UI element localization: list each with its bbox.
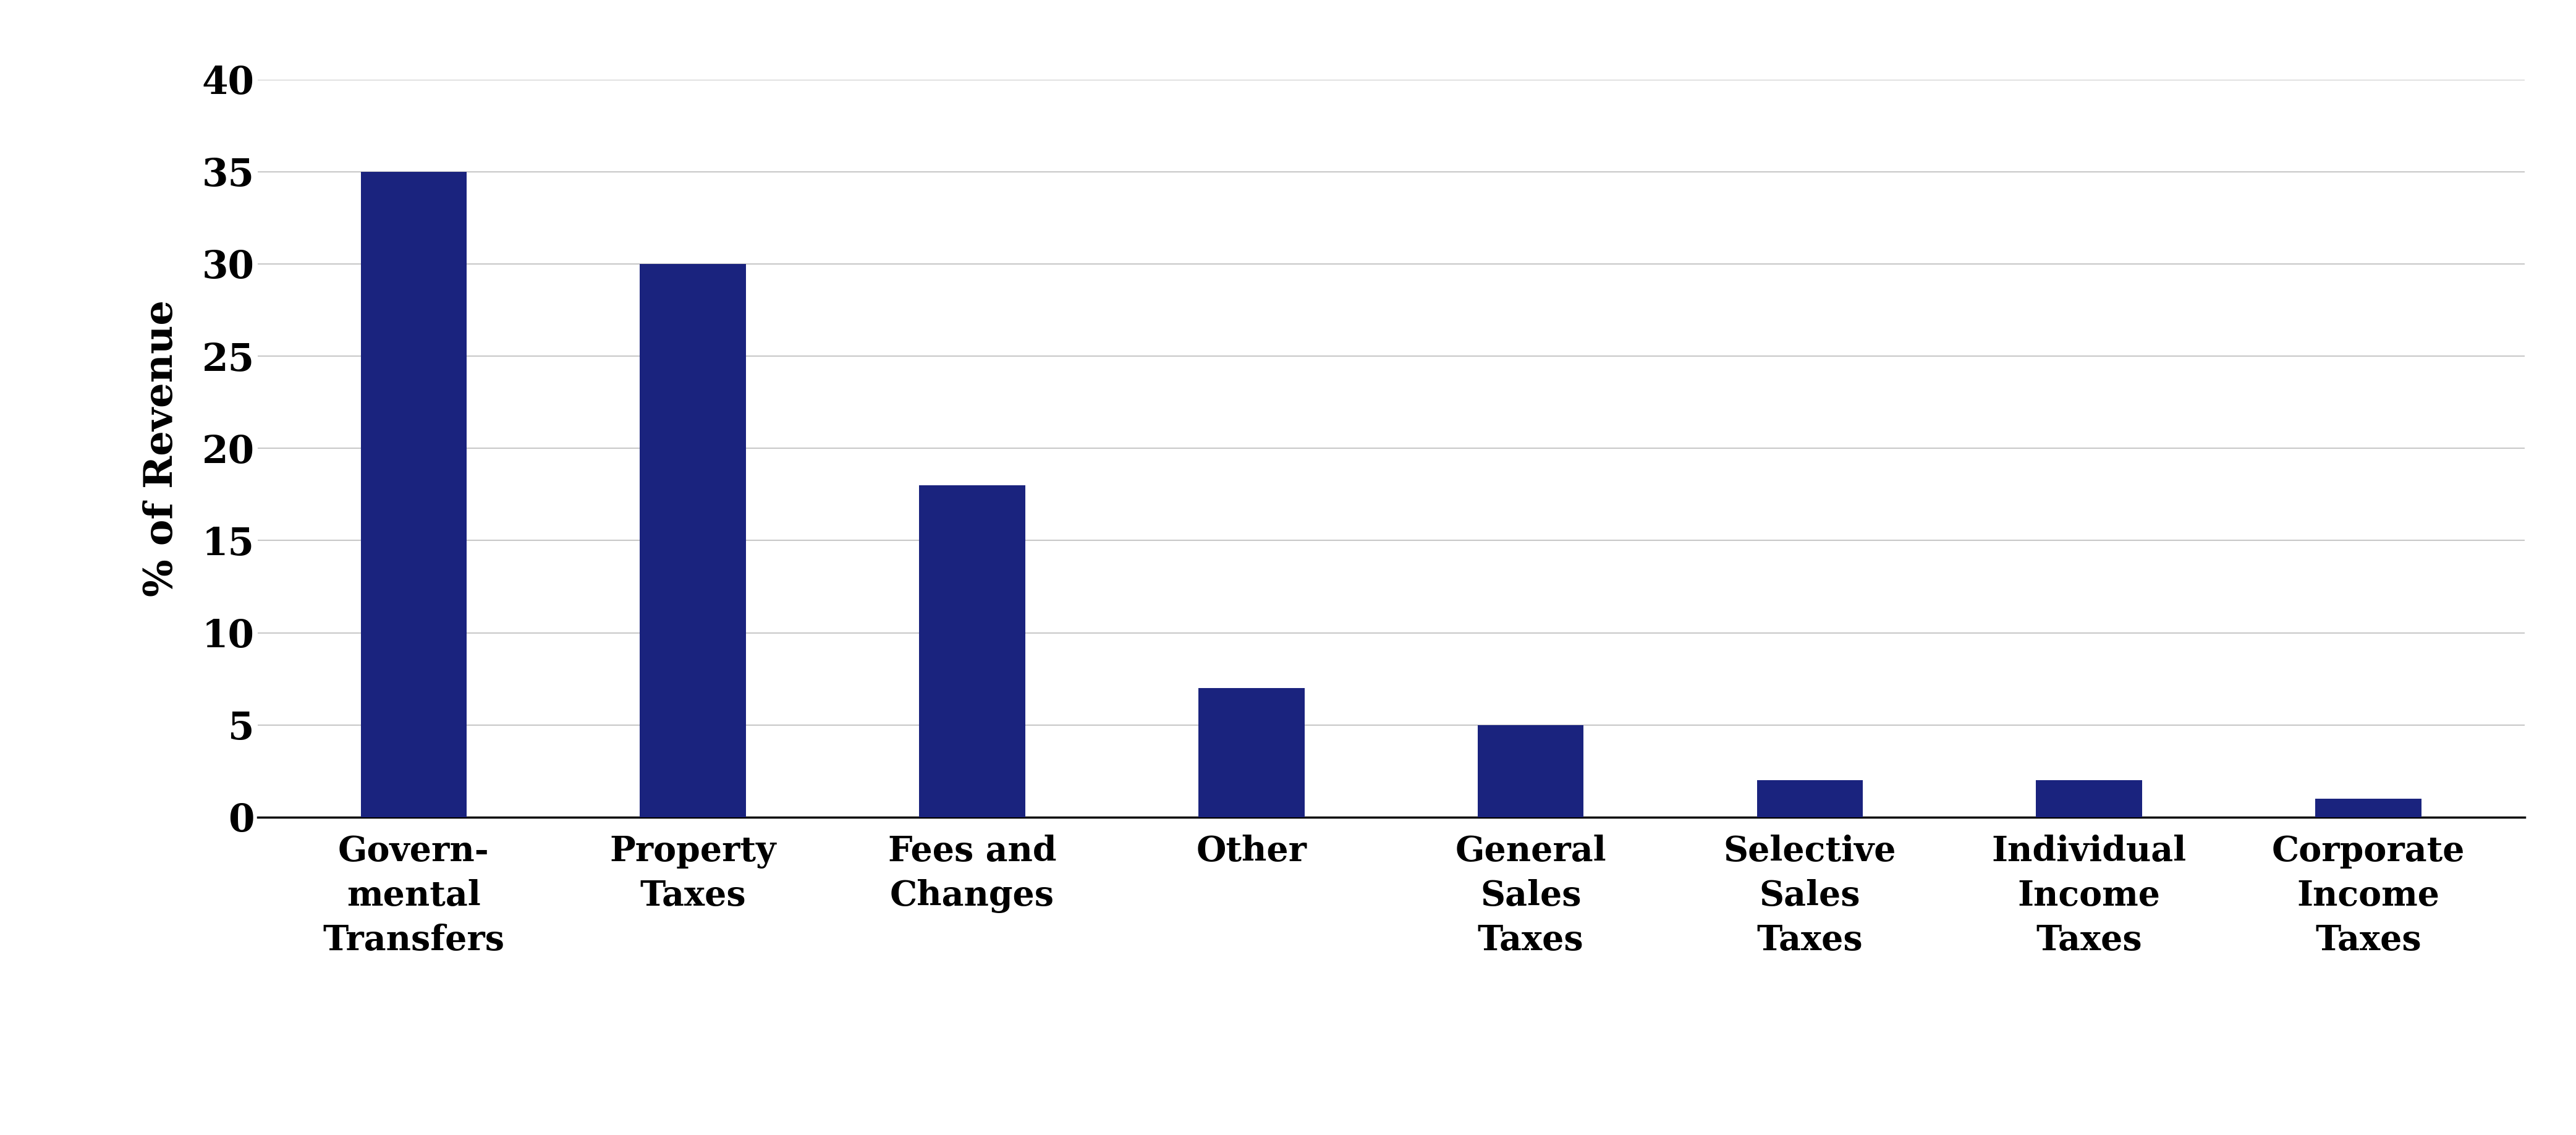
Y-axis label: % of Revenue: % of Revenue — [142, 300, 180, 597]
Bar — [1479, 725, 1584, 817]
Bar — [920, 485, 1025, 817]
Bar — [1198, 688, 1303, 817]
Bar — [2316, 799, 2421, 817]
Bar — [2035, 781, 2143, 817]
Bar — [361, 171, 466, 817]
Bar — [639, 263, 747, 817]
Bar — [1757, 781, 1862, 817]
